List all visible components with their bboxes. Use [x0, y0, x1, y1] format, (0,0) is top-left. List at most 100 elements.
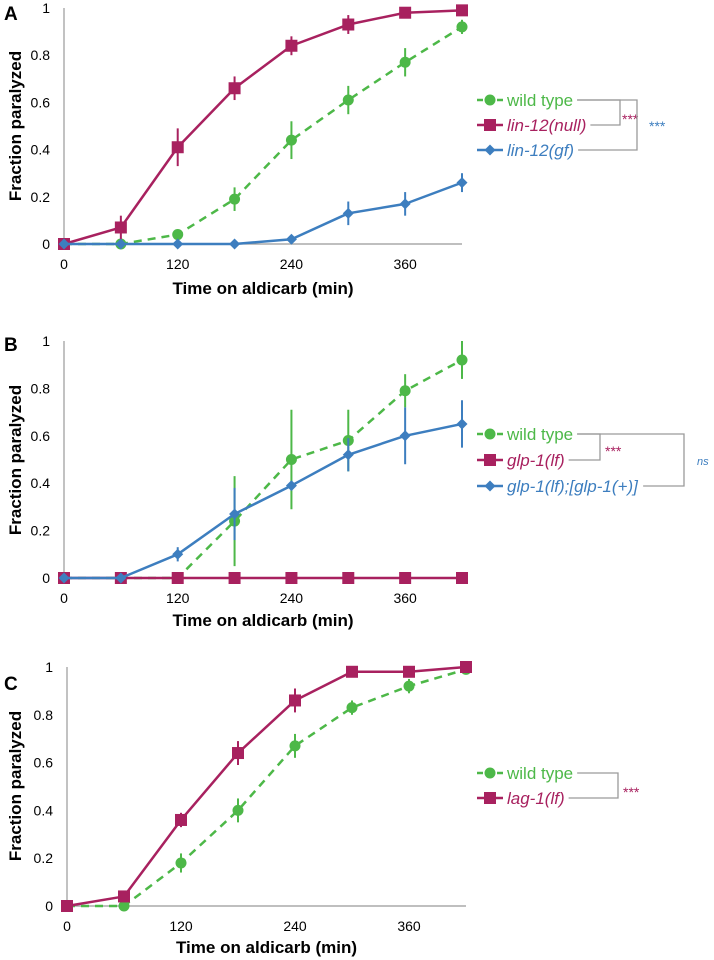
significance-bracket: *** [577, 99, 666, 151]
data-point [228, 572, 241, 584]
legend-label: glp-1(lf) [507, 451, 565, 470]
y-tick-label: 0.8 [31, 47, 51, 63]
data-point [175, 813, 187, 826]
series-lin-12(null) [58, 4, 468, 250]
series-line [64, 181, 463, 246]
bracket-line [577, 433, 685, 487]
panel-B: B 0 0.2 0.4 0.6 0.8 1 0 120 240 360 Time on aldicar… [4, 333, 709, 630]
y-tick-label: 1 [45, 659, 53, 675]
y-tick-label: 0.2 [34, 850, 54, 866]
significance-label: *** [623, 784, 640, 800]
x-tick-label: 240 [283, 918, 307, 934]
bracket-line [577, 99, 638, 151]
data-point [172, 548, 184, 560]
legend-entry: glp-1(lf) [477, 451, 565, 470]
legend-marker [484, 428, 496, 440]
y-tick-label: 0 [42, 570, 50, 586]
y-tick-label: 1 [42, 0, 50, 16]
data-point [346, 702, 358, 714]
legend-entry: wild type [477, 91, 573, 110]
data-point [171, 572, 184, 584]
y-tick-label: 0.6 [34, 755, 54, 771]
series-line [66, 665, 467, 908]
legend-label: lag-1(lf) [507, 789, 565, 808]
x-tick-label: 0 [63, 918, 71, 934]
data-point [114, 221, 127, 234]
data-point [172, 238, 184, 250]
series-wild type [61, 663, 472, 912]
data-point [232, 747, 244, 760]
y-tick-label: 0.2 [31, 523, 51, 539]
legend-label: wild type [506, 764, 573, 783]
legend-label: wild type [506, 425, 573, 444]
data-point [118, 890, 130, 903]
series-line [63, 9, 463, 246]
y-tick-label: 0.4 [31, 142, 51, 158]
y-tick-label: 0 [45, 898, 53, 914]
data-point [399, 385, 411, 397]
data-point [115, 238, 127, 250]
data-point [346, 665, 358, 678]
data-point [285, 39, 298, 52]
legend-marker [484, 767, 496, 779]
significance-bracket: *** [577, 99, 639, 127]
x-tick-label: 120 [166, 590, 190, 606]
data-point [171, 141, 184, 154]
panel-letter: B [4, 335, 18, 356]
series-wild type [58, 19, 468, 250]
legend-entry: lin-12(gf) [477, 141, 574, 160]
panel-letter: C [4, 674, 18, 695]
series-wild type [58, 341, 468, 584]
data-point [289, 740, 301, 752]
series-lag-1(lf) [61, 661, 472, 912]
data-point [403, 680, 415, 692]
data-point [342, 207, 354, 219]
data-point [232, 804, 244, 816]
y-tick-label: 1 [42, 333, 50, 349]
series-glp-1(lf) [58, 572, 468, 584]
significance-label: *** [649, 118, 666, 134]
panel-letter: A [4, 4, 18, 25]
y-tick-label: 0.4 [31, 475, 51, 491]
data-point [399, 572, 412, 584]
series-lin-12(gf) [58, 173, 468, 250]
y-tick-label: 0.8 [34, 707, 54, 723]
y-tick-label: 0.6 [31, 428, 51, 444]
significance-bracket: *** [568, 772, 640, 800]
data-point [456, 354, 468, 366]
legend-label: glp-1(lf);[glp-1(+)] [507, 477, 639, 496]
data-point [342, 94, 354, 106]
data-point [118, 900, 130, 912]
x-tick-label: 240 [280, 256, 304, 272]
x-tick-label: 120 [169, 918, 193, 934]
x-tick-label: 240 [280, 590, 304, 606]
data-point [399, 56, 411, 68]
data-point [115, 572, 127, 584]
data-point [285, 572, 298, 584]
data-point [175, 857, 187, 869]
y-axis-title: Fraction paralyzed [6, 385, 25, 535]
series-glp-1(lf);[glp-1(+)] [58, 400, 468, 584]
data-point [403, 665, 415, 678]
significance-label: *** [605, 443, 622, 459]
legend-label: wild type [506, 91, 573, 110]
data-point [229, 508, 241, 520]
data-point [58, 238, 70, 250]
x-tick-label: 360 [393, 590, 417, 606]
legend-marker [484, 792, 496, 804]
data-point [172, 229, 184, 241]
data-point [229, 238, 241, 250]
data-point [456, 21, 468, 33]
data-point [456, 572, 468, 584]
significance-bracket: *** [568, 433, 622, 461]
y-tick-label: 0.2 [31, 189, 51, 205]
data-point [456, 418, 468, 430]
bracket-line [568, 772, 619, 799]
data-point [460, 661, 472, 673]
data-point [456, 177, 468, 189]
data-point [61, 900, 73, 912]
significance-label: ns [697, 456, 709, 468]
series-line [64, 422, 463, 580]
legend-marker [484, 454, 496, 466]
